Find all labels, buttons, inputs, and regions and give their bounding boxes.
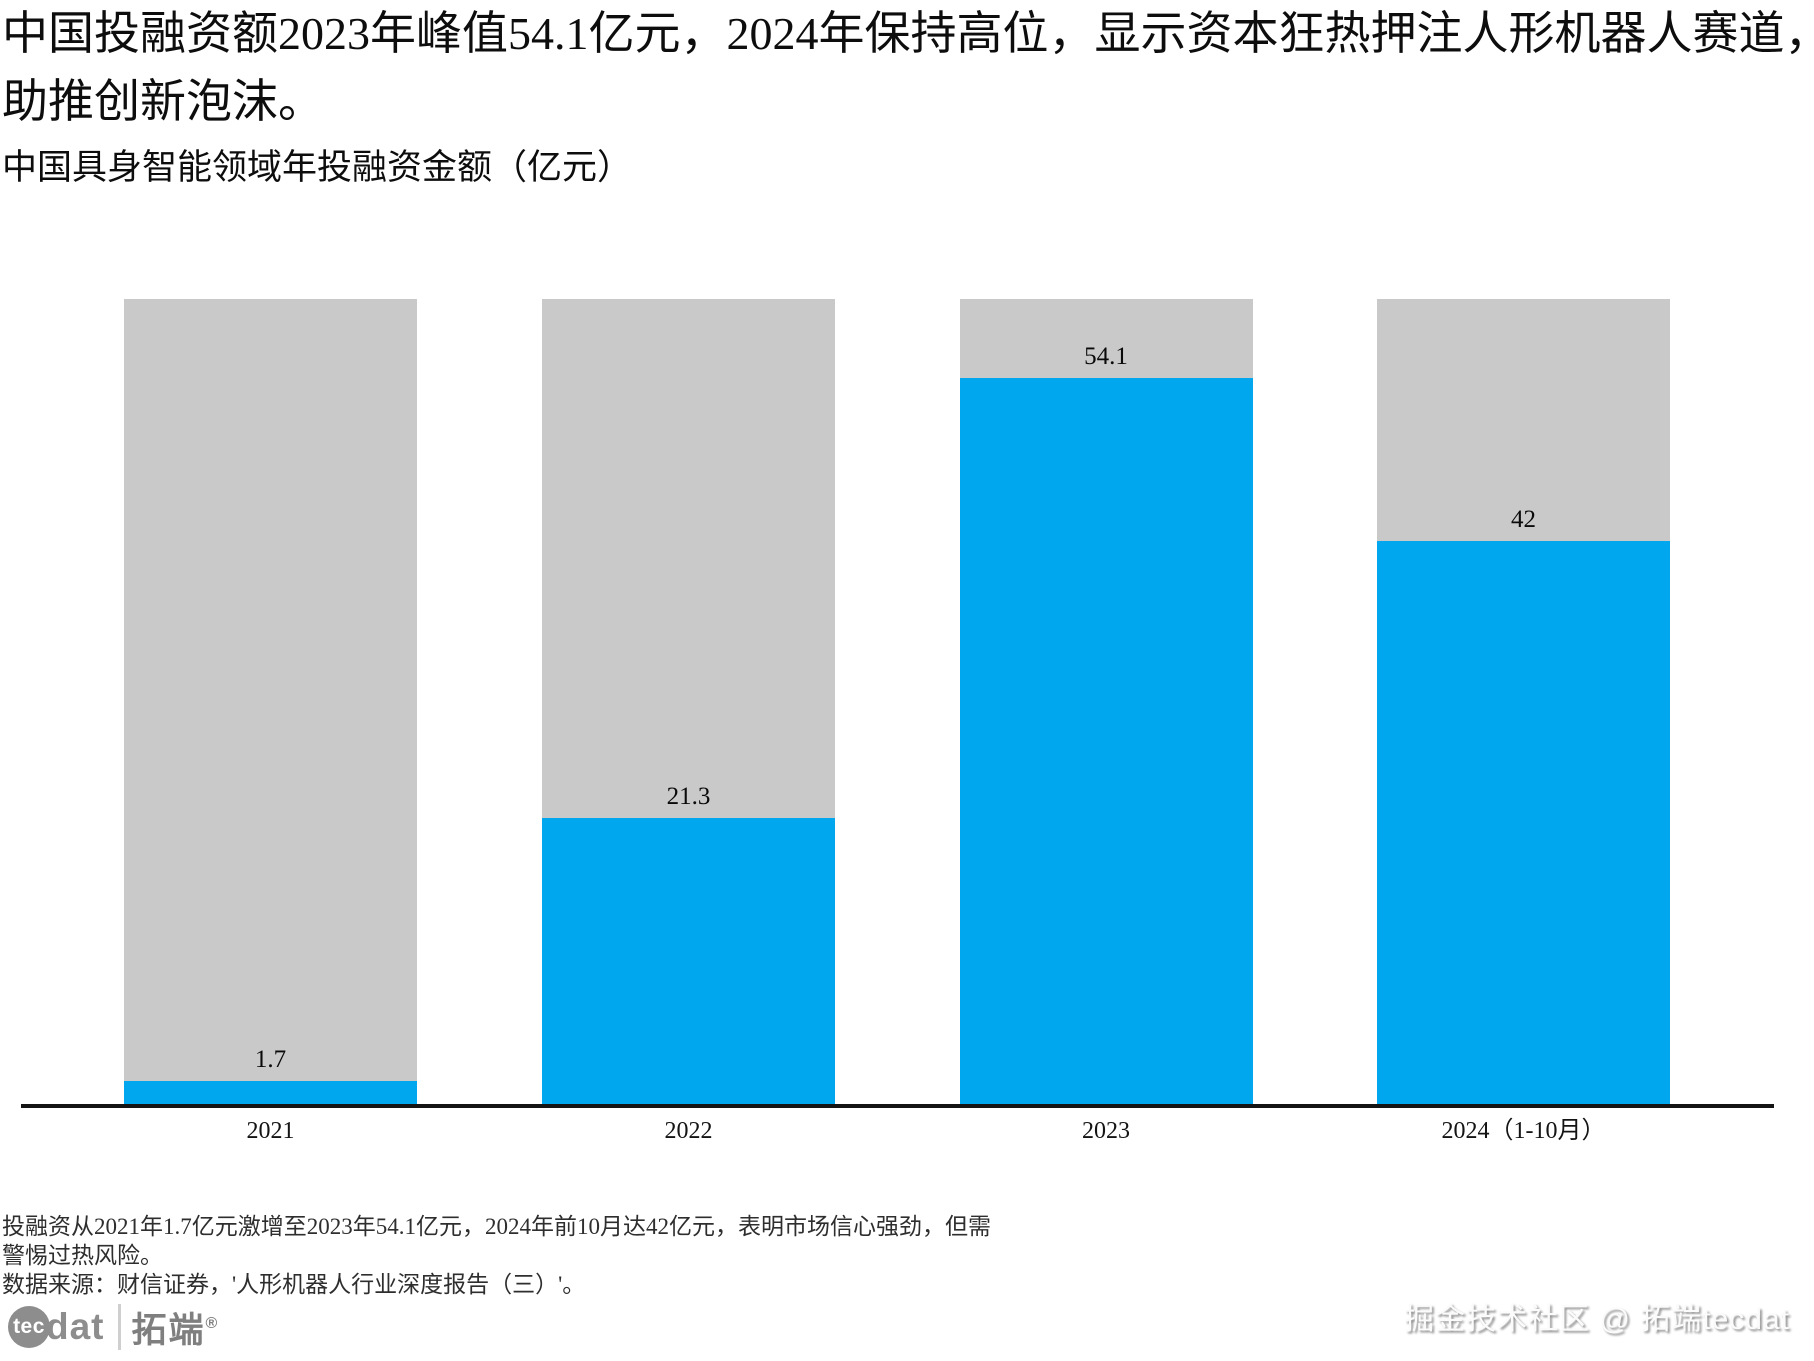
- x-tick-label-2021: 2021: [246, 1118, 295, 1144]
- background-bar-2021: [124, 299, 417, 1104]
- x-axis-line: [21, 1104, 1774, 1108]
- chart-footnote: 投融资从2021年1.7亿元激增至2023年54.1亿元，2024年前10月达4…: [2, 1212, 1002, 1299]
- tecdat-logo-circle: tec: [8, 1306, 50, 1348]
- x-tick-label-2023: 2023: [1082, 1118, 1130, 1144]
- value-bar-2022: [542, 818, 835, 1104]
- logo-dat-text: dat: [46, 1306, 105, 1347]
- logo-circle-text: tec: [13, 1315, 45, 1338]
- title-line-1: 中国投融资额2023年峰值54.1亿元，2024年保持高位，显示资本狂热押注人形…: [2, 8, 1814, 59]
- title-line-2: 助推创新泡沫。: [2, 76, 324, 127]
- community-watermark: 掘金技术社区 @ 拓端tecdat: [1404, 1303, 1790, 1336]
- value-bar-2023: [959, 378, 1253, 1104]
- footnote-line-1: 投融资从2021年1.7亿元激增至2023年54.1亿元，2024年前10月达4…: [2, 1214, 991, 1239]
- chart-title: 中国具身智能领域年投融资金额（亿元）: [2, 148, 633, 187]
- value-label-2022: 21.3: [666, 783, 711, 811]
- x-tick-label-2024（1-10月）: 2024（1-10月）: [1441, 1118, 1606, 1144]
- value-label-2023: 54.1: [1084, 343, 1128, 371]
- value-bar-2024（1-10月）: [1377, 540, 1670, 1104]
- value-label-2024（1-10月）: 42: [1511, 505, 1536, 533]
- footnote-source: 数据来源：财信证券，'人形机器人行业深度报告（三）'。: [2, 1272, 586, 1297]
- tecdat-logo: tec dat 拓端®: [8, 1302, 219, 1352]
- registered-mark: ®: [205, 1314, 220, 1332]
- value-label-2021: 1.7: [254, 1046, 287, 1074]
- page-title: 中国投融资额2023年峰值54.1亿元，2024年保持高位，显示资本狂热押注人形…: [2, 0, 1814, 136]
- logo-divider: [117, 1304, 121, 1350]
- value-bar-2021: [124, 1081, 417, 1104]
- x-tick-label-2022: 2022: [664, 1118, 713, 1144]
- footnote-line-2: 警惕过热风险。: [2, 1243, 163, 1268]
- logo-chinese-text: 拓端®: [131, 1310, 220, 1350]
